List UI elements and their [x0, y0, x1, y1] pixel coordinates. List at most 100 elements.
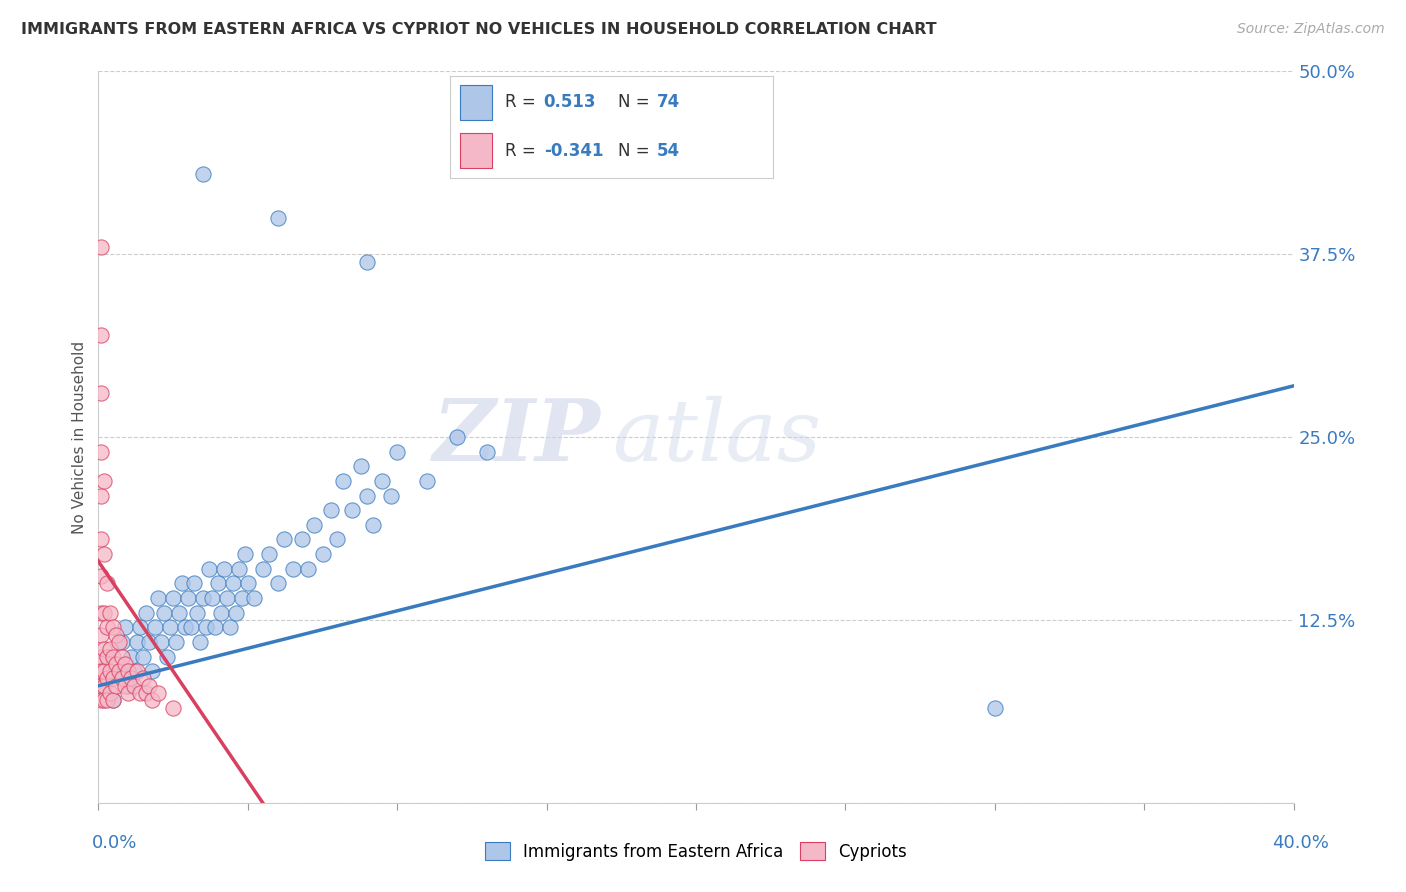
Point — [111, 649, 134, 664]
Point — [103, 693, 125, 707]
Point — [93, 547, 115, 561]
Point — [215, 591, 238, 605]
Text: N =: N = — [619, 94, 655, 112]
Point — [363, 517, 385, 532]
Point — [117, 664, 139, 678]
Point — [201, 591, 224, 605]
Point — [228, 562, 250, 576]
Point — [191, 167, 214, 181]
Point — [222, 576, 245, 591]
Point — [108, 664, 131, 678]
Point — [132, 649, 155, 664]
Point — [90, 569, 112, 583]
Point — [138, 635, 160, 649]
Point — [98, 642, 122, 657]
Point — [252, 562, 274, 576]
Point — [162, 700, 184, 714]
Point — [127, 664, 149, 678]
Point — [236, 576, 259, 591]
Point — [174, 620, 197, 634]
Point — [105, 679, 128, 693]
Point — [183, 576, 205, 591]
Point — [135, 686, 157, 700]
Point — [188, 635, 211, 649]
Point — [93, 664, 115, 678]
Point — [356, 254, 378, 268]
Point — [135, 606, 157, 620]
Legend: Immigrants from Eastern Africa, Cypriots: Immigrants from Eastern Africa, Cypriots — [478, 836, 914, 868]
Point — [93, 606, 115, 620]
Point — [225, 606, 247, 620]
Point — [90, 649, 112, 664]
Point — [96, 576, 118, 591]
Point — [93, 474, 115, 488]
Point — [132, 672, 155, 686]
Point — [90, 664, 112, 678]
Point — [385, 444, 409, 458]
Point — [90, 444, 112, 458]
Text: 0.0%: 0.0% — [91, 834, 136, 852]
Point — [103, 649, 125, 664]
Point — [475, 444, 498, 458]
Point — [233, 547, 256, 561]
Point — [167, 606, 190, 620]
Point — [90, 240, 112, 254]
Text: -0.341: -0.341 — [544, 142, 603, 160]
Point — [195, 620, 218, 634]
Point — [207, 576, 229, 591]
Point — [156, 649, 179, 664]
Point — [165, 635, 187, 649]
Point — [342, 503, 364, 517]
Point — [90, 693, 112, 707]
Point — [332, 474, 354, 488]
Point — [93, 679, 115, 693]
Point — [129, 620, 152, 634]
Point — [138, 679, 160, 693]
Text: R =: R = — [505, 142, 541, 160]
Point — [291, 533, 314, 547]
Point — [124, 664, 146, 678]
Point — [127, 635, 149, 649]
Point — [90, 627, 112, 641]
Point — [191, 591, 214, 605]
Text: IMMIGRANTS FROM EASTERN AFRICA VS CYPRIOT NO VEHICLES IN HOUSEHOLD CORRELATION C: IMMIGRANTS FROM EASTERN AFRICA VS CYPRIO… — [21, 22, 936, 37]
Point — [326, 533, 349, 547]
Point — [103, 620, 125, 634]
Point — [380, 489, 402, 503]
Point — [96, 649, 118, 664]
Point — [243, 591, 266, 605]
Point — [143, 620, 166, 634]
Point — [120, 672, 142, 686]
Point — [117, 679, 139, 693]
Point — [267, 576, 290, 591]
Point — [90, 489, 112, 503]
Point — [186, 606, 208, 620]
Point — [177, 591, 200, 605]
Point — [120, 649, 142, 664]
Point — [219, 620, 242, 634]
Text: ZIP: ZIP — [433, 395, 600, 479]
Point — [98, 664, 122, 678]
Point — [204, 620, 226, 634]
Point — [209, 606, 232, 620]
Point — [356, 489, 378, 503]
Point — [96, 620, 118, 634]
Point — [90, 327, 112, 342]
Point — [111, 635, 134, 649]
Point — [198, 562, 221, 576]
Y-axis label: No Vehicles in Household: No Vehicles in Household — [72, 341, 87, 533]
Point — [153, 606, 176, 620]
Point — [108, 664, 131, 678]
Point — [93, 642, 115, 657]
Point — [257, 547, 280, 561]
Point — [141, 693, 163, 707]
Point — [129, 686, 152, 700]
Point — [98, 686, 122, 700]
Point — [416, 474, 439, 488]
Point — [159, 620, 181, 634]
Point — [103, 672, 125, 686]
Point — [231, 591, 253, 605]
Point — [446, 430, 468, 444]
Text: 40.0%: 40.0% — [1272, 834, 1329, 852]
Point — [297, 562, 319, 576]
